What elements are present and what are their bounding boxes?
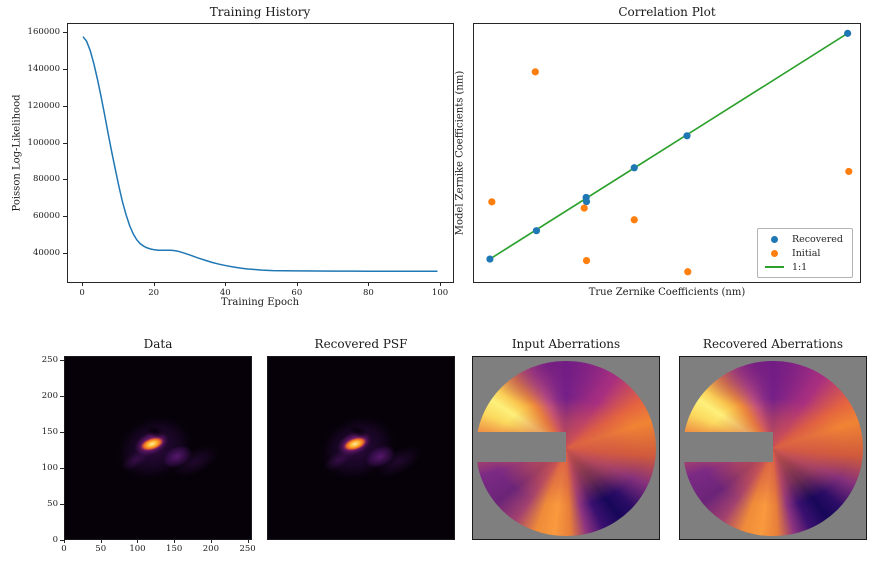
tick-mark	[60, 432, 64, 434]
tick-label: 0	[79, 288, 85, 298]
tick-mark	[153, 283, 155, 286]
tick-mark	[368, 283, 370, 286]
tick-label: 140000	[27, 63, 60, 74]
input-aberrations-image	[472, 356, 660, 540]
tick-mark	[60, 360, 64, 362]
tick-label: 250	[41, 355, 58, 366]
tick-label: 200	[41, 391, 58, 402]
legend: Recovered Initial 1:1	[756, 228, 853, 278]
tick-label: 80	[363, 288, 374, 298]
correlation-plot-title: Correlation Plot	[618, 5, 716, 19]
training-history-ylabel: Poisson Log-Likelihood	[11, 94, 23, 212]
tick-mark	[440, 283, 442, 286]
recovered-marker-icon	[770, 235, 778, 243]
tick-label: 250	[239, 544, 256, 554]
input-aberrations-title: Input Aberrations	[511, 337, 621, 351]
recovered-aberrations-title: Recovered Aberrations	[702, 337, 844, 351]
tick-mark	[63, 105, 67, 107]
training-history-curve	[82, 36, 438, 272]
initial-marker-icon	[770, 249, 778, 257]
legend-row-recovered: Recovered	[765, 232, 843, 246]
pupil-mask-notch	[680, 431, 773, 462]
tick-mark	[100, 540, 102, 543]
correlation-ylabel: Model Zernike Coefficients (nm)	[454, 70, 466, 236]
tick-mark	[137, 540, 139, 543]
tick-label: 100	[431, 288, 449, 298]
pupil-mask-notch	[473, 431, 566, 462]
tick-label: 160000	[27, 27, 60, 38]
tick-mark	[296, 283, 298, 286]
tick-mark	[60, 468, 64, 470]
tick-mark	[63, 216, 67, 218]
tick-mark	[63, 253, 67, 255]
tick-label: 200	[202, 544, 219, 554]
tick-mark	[63, 68, 67, 70]
data-psf-image	[64, 356, 252, 540]
legend-row-initial: Initial	[765, 246, 843, 260]
training-history-title: Training History	[209, 5, 311, 19]
tick-label: 40	[219, 288, 231, 298]
tick-label: 150	[41, 427, 58, 438]
legend-label-initial: Initial	[791, 247, 821, 259]
tick-mark	[63, 179, 67, 181]
tick-label: 120000	[27, 100, 60, 111]
tick-label: 60	[291, 288, 303, 298]
tick-mark	[174, 540, 176, 543]
tick-mark	[210, 540, 212, 543]
tick-mark	[63, 142, 67, 144]
correlation-scatter	[486, 29, 853, 276]
tick-label: 0	[52, 535, 58, 545]
tick-label: 0	[61, 544, 67, 554]
recovered-psf-title: Recovered PSF	[314, 337, 408, 351]
tick-label: 50	[47, 499, 58, 510]
data-panel-title: Data	[143, 337, 173, 351]
tick-mark	[247, 540, 249, 543]
tick-mark	[82, 283, 84, 286]
correlation-plot: Recovered Initial 1:1	[473, 23, 861, 283]
tick-label: 80000	[32, 174, 60, 185]
legend-row-identity: 1:1	[764, 260, 843, 274]
tick-label: 50	[95, 544, 107, 554]
legend-label-identity: 1:1	[791, 261, 808, 273]
recovered-aberrations-image	[679, 356, 867, 540]
training-history-xlabel: Training Epoch	[220, 297, 300, 308]
tick-label: 100000	[27, 137, 60, 148]
recovered-psf-image	[267, 356, 455, 540]
tick-mark	[60, 396, 64, 398]
tick-label: 40000	[32, 248, 60, 259]
tick-label: 100	[41, 463, 58, 474]
correlation-xlabel: True Zernike Coefficients (nm)	[588, 287, 746, 298]
legend-label-recovered: Recovered	[791, 233, 843, 245]
tick-mark	[63, 32, 67, 34]
tick-label: 100	[129, 544, 146, 554]
identity-line-icon	[764, 266, 784, 268]
training-history-plot	[67, 23, 454, 283]
tick-label: 150	[166, 544, 183, 554]
tick-mark	[225, 283, 227, 286]
tick-mark	[60, 504, 64, 506]
tick-mark	[64, 540, 65, 543]
tick-mark	[60, 540, 64, 541]
tick-label: 60000	[32, 211, 60, 222]
tick-label: 20	[148, 288, 160, 298]
